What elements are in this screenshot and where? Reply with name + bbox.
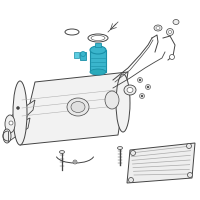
- Ellipse shape: [138, 77, 142, 82]
- Ellipse shape: [166, 28, 174, 36]
- Ellipse shape: [130, 150, 136, 156]
- Bar: [95, 43, 101, 47]
- Ellipse shape: [156, 26, 160, 29]
- Ellipse shape: [73, 160, 77, 164]
- Ellipse shape: [74, 161, 76, 163]
- Ellipse shape: [139, 79, 141, 81]
- Ellipse shape: [141, 95, 143, 97]
- Ellipse shape: [140, 94, 144, 98]
- Ellipse shape: [60, 150, 64, 154]
- Ellipse shape: [90, 46, 106, 54]
- Ellipse shape: [3, 129, 11, 143]
- Bar: [90, 50, 106, 72]
- Ellipse shape: [168, 30, 172, 33]
- Ellipse shape: [128, 178, 134, 182]
- Ellipse shape: [124, 85, 136, 95]
- Bar: [80, 52, 86, 60]
- Ellipse shape: [173, 20, 179, 24]
- Ellipse shape: [67, 98, 89, 116]
- Ellipse shape: [16, 106, 20, 110]
- Ellipse shape: [71, 102, 85, 112]
- Ellipse shape: [5, 115, 15, 133]
- Ellipse shape: [146, 84, 151, 90]
- Polygon shape: [127, 143, 195, 183]
- Ellipse shape: [170, 54, 174, 60]
- Ellipse shape: [186, 144, 192, 148]
- Ellipse shape: [154, 25, 162, 31]
- Ellipse shape: [105, 91, 119, 109]
- Ellipse shape: [13, 81, 27, 145]
- Ellipse shape: [188, 172, 192, 178]
- Ellipse shape: [90, 69, 106, 75]
- Ellipse shape: [118, 146, 122, 150]
- Ellipse shape: [116, 74, 130, 132]
- Polygon shape: [8, 100, 35, 130]
- Ellipse shape: [80, 51, 86, 56]
- Bar: [74, 52, 79, 58]
- Ellipse shape: [127, 88, 133, 92]
- Polygon shape: [20, 72, 128, 145]
- Ellipse shape: [147, 86, 149, 88]
- Ellipse shape: [9, 121, 13, 125]
- Polygon shape: [5, 118, 30, 142]
